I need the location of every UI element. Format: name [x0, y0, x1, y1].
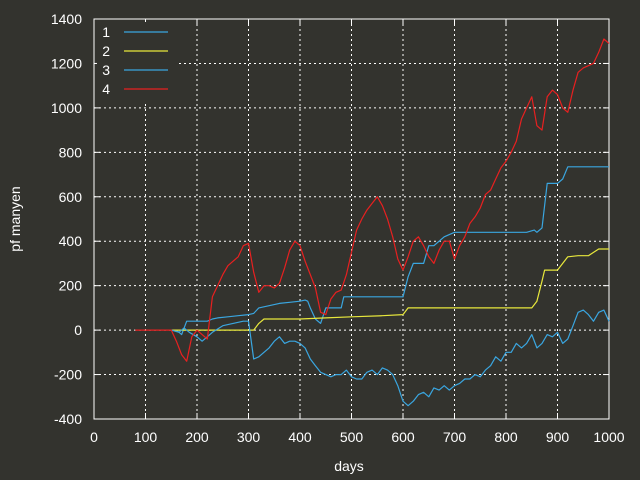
y-axis-label: pf manyen	[7, 186, 23, 251]
y-tick-label: -400	[54, 411, 82, 427]
x-tick-label: 700	[443, 429, 467, 445]
series-lines	[135, 38, 610, 407]
legend-label-1: 1	[102, 24, 110, 40]
series-1-line	[171, 166, 609, 336]
x-tick-label: 400	[288, 429, 312, 445]
legend-label-3: 3	[102, 62, 110, 78]
series-4-line	[135, 38, 610, 362]
legend-label-2: 2	[102, 43, 110, 59]
y-tick-label: 200	[59, 278, 83, 294]
y-tick-label: 1200	[51, 55, 82, 71]
y-tick-label: 1400	[51, 11, 82, 27]
series-3-line	[171, 309, 610, 407]
y-tick-label: 0	[74, 322, 82, 338]
x-tick-label: 0	[90, 429, 98, 445]
x-axis-label: days	[334, 458, 364, 474]
legend-label-4: 4	[102, 81, 110, 97]
x-tick-label: 1000	[593, 429, 624, 445]
x-tick-label: 900	[546, 429, 570, 445]
y-axis-ticks: -400 -200 0 200 400 600 800 1000 1200 1400	[51, 11, 609, 427]
series-2-line	[171, 248, 609, 331]
y-tick-label: 600	[59, 189, 83, 205]
x-tick-label: 200	[185, 429, 209, 445]
x-tick-label: 100	[134, 429, 158, 445]
legend: 1 2 3 4	[102, 24, 168, 97]
x-tick-label: 600	[391, 429, 415, 445]
y-tick-label: 800	[59, 144, 83, 160]
x-tick-label: 800	[494, 429, 518, 445]
x-tick-label: 300	[237, 429, 261, 445]
y-tick-label: -200	[54, 367, 82, 383]
y-tick-label: 400	[59, 233, 83, 249]
x-tick-label: 500	[340, 429, 364, 445]
x-axis-ticks: 0 100 200 300 400 500 600 700 800 900 1000	[90, 19, 625, 445]
y-tick-label: 1000	[51, 100, 82, 116]
